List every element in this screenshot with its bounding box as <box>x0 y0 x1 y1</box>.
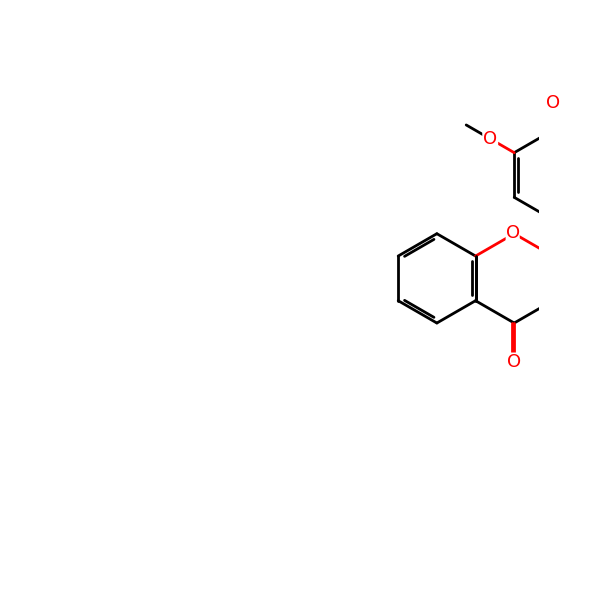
Text: O: O <box>507 353 521 371</box>
Text: O: O <box>546 94 560 112</box>
Text: O: O <box>506 224 520 242</box>
Text: O: O <box>483 130 497 148</box>
